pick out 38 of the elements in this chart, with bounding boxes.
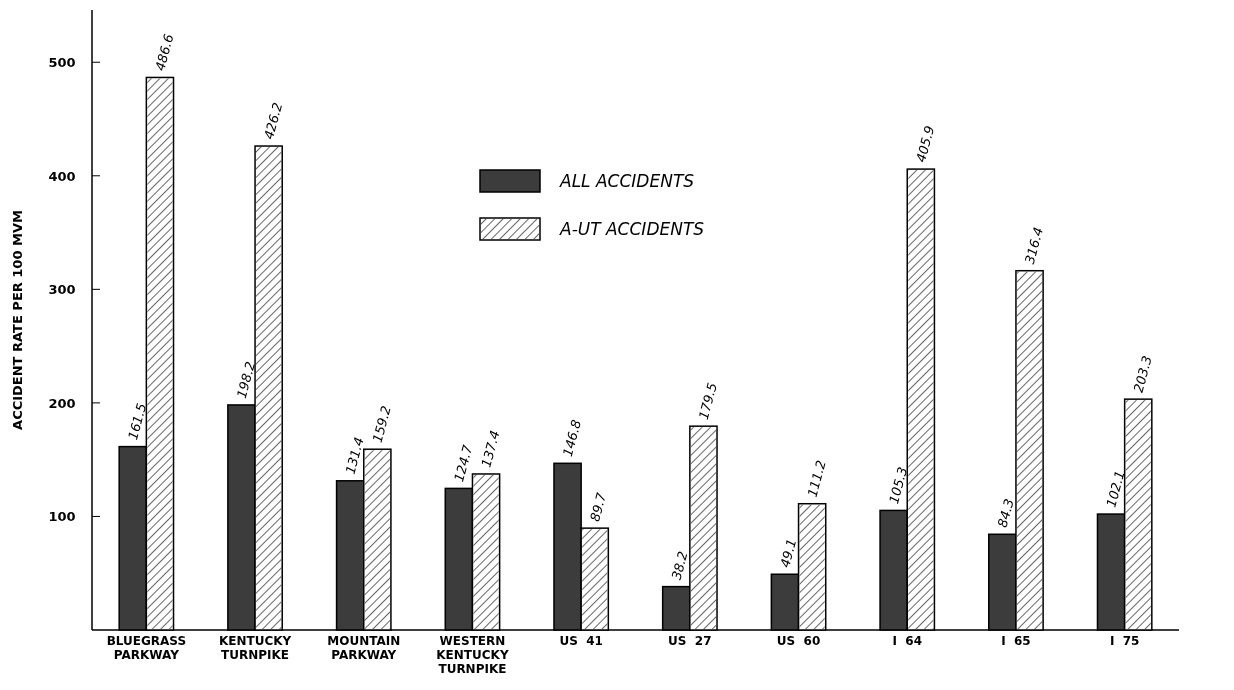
data-label: 111.2 — [804, 458, 829, 499]
data-label: 38.2 — [668, 549, 691, 582]
x-tick-label: MOUNTAIN PARKWAY — [327, 634, 401, 662]
x-tick-label: WESTERN KENTUCKY TURNPIKE — [436, 634, 509, 676]
data-label: 131.4 — [342, 435, 367, 476]
x-tick-label: KENTUCKY TURNPIKE — [218, 634, 292, 662]
data-label: 203.3 — [1130, 354, 1155, 394]
x-tick-label: I 65 — [1001, 634, 1031, 648]
data-label: 198.2 — [233, 359, 258, 400]
y-tick-label: 200 — [48, 395, 76, 411]
data-label: 102.1 — [1103, 469, 1128, 509]
y-tick-label: 300 — [48, 282, 76, 298]
data-label: 405.9 — [913, 124, 938, 164]
x-tick-label: I 75 — [1109, 634, 1140, 648]
data-label: 49.1 — [777, 537, 800, 570]
data-label: 316.4 — [1021, 225, 1047, 266]
data-label: 146.8 — [559, 418, 585, 459]
x-tick-label: BLUEGRASS PARKWAY — [106, 634, 187, 662]
data-label: 179.5 — [695, 381, 720, 421]
data-label: 426.2 — [261, 100, 286, 141]
x-tick-label: US 27 — [668, 634, 712, 648]
y-tick-label: 400 — [48, 168, 76, 184]
legend-label: A-UT ACCIDENTS — [559, 219, 705, 239]
x-tick-label: US 41 — [559, 634, 603, 648]
y-tick-label: 100 — [48, 509, 76, 525]
data-label: 486.6 — [152, 32, 177, 73]
data-label: 159.2 — [369, 404, 394, 444]
data-label: 161.5 — [125, 401, 150, 442]
legend-label: ALL ACCIDENTS — [559, 171, 695, 191]
data-label: 124.7 — [451, 442, 476, 484]
x-tick-label: I 64 — [892, 634, 923, 648]
y-axis-title: ACCIDENT RATE PER 100 MVM — [10, 210, 25, 430]
x-tick-label: US 60 — [776, 634, 821, 648]
y-tick-label: 500 — [48, 55, 76, 71]
data-label: 89.7 — [587, 490, 610, 523]
data-label: 84.3 — [994, 497, 1017, 530]
data-label: 105.3 — [886, 465, 911, 506]
data-label: 137.4 — [478, 428, 503, 469]
